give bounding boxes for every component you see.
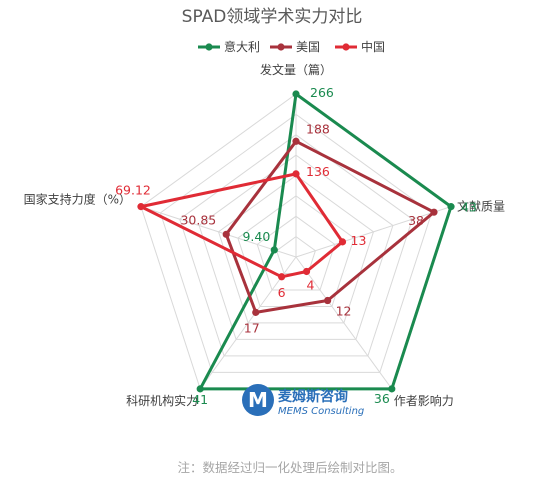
grid-ring <box>217 174 375 324</box>
data-label: 9.40 <box>242 229 270 244</box>
series-line <box>198 92 453 391</box>
axis-spoke <box>295 256 393 390</box>
series-point <box>447 203 455 211</box>
series-point <box>388 385 396 393</box>
axis-label: 文献质量 <box>457 199 505 214</box>
series-point <box>302 267 311 276</box>
logo-circle <box>242 384 274 416</box>
series-line <box>139 172 344 279</box>
logo-name-en: MEMS Consulting <box>278 406 364 417</box>
footnote: 注：数据经过归一化处理后绘制对比图。 <box>177 460 402 475</box>
legend-label: 意大利 <box>224 39 260 54</box>
data-label: 38 <box>408 213 424 228</box>
legend-label: 美国 <box>296 40 320 54</box>
mems-logo: M 麦姆斯咨询 MEMS Consulting <box>242 384 364 417</box>
series-point <box>222 230 230 238</box>
series-point <box>270 246 278 254</box>
series-point <box>252 308 260 316</box>
series-point <box>196 385 204 393</box>
data-label: 17 <box>244 320 260 335</box>
grid-ring <box>179 134 413 357</box>
legend-marker <box>277 43 285 51</box>
grid-ring <box>198 154 394 340</box>
chart-title: SPAD领域学术实力对比 <box>182 7 363 27</box>
data-label: 188 <box>306 121 330 136</box>
series-point <box>292 90 300 98</box>
grid-ring <box>256 215 336 291</box>
series-point <box>137 203 145 211</box>
legend-marker <box>342 43 350 51</box>
data-label: 69.12 <box>115 183 151 198</box>
data-label: 6 <box>278 285 286 300</box>
series-point <box>278 273 286 281</box>
logo-name-cn: 麦姆斯咨询 <box>278 388 348 405</box>
series-point <box>338 238 347 246</box>
axis-label: 作者影响力 <box>394 393 454 408</box>
value-labels: 266 43 36 41 9.40 188 38 12 17 30.85 136 13 4 6 69.12 <box>115 85 477 407</box>
data-label: 43 <box>461 200 477 215</box>
data-label: 12 <box>336 304 352 319</box>
data-label: 266 <box>310 85 334 100</box>
logo-letter: M <box>248 388 268 412</box>
axis-spoke <box>295 206 452 258</box>
series-group <box>137 90 455 393</box>
series-line <box>224 139 436 314</box>
data-label: 13 <box>351 233 367 248</box>
series-point <box>292 137 300 145</box>
legend-label: 中国 <box>361 39 385 54</box>
legend-marker <box>205 43 213 51</box>
series-point <box>324 296 332 305</box>
legend: 意大利 美国 中国 <box>198 39 385 54</box>
series-point <box>292 170 300 178</box>
data-label: 4 <box>307 278 315 293</box>
data-label: 36 <box>374 391 390 406</box>
axis-label: 发文量（篇） <box>260 62 332 77</box>
data-label: 136 <box>306 164 330 179</box>
data-label: 41 <box>192 392 208 407</box>
axis-spoke <box>140 206 297 258</box>
axis-label: 国家支持力度（%） <box>24 192 131 207</box>
axis-label: 科研机构实力 <box>126 393 198 408</box>
data-label: 30.85 <box>180 212 216 227</box>
series-point <box>430 208 438 216</box>
